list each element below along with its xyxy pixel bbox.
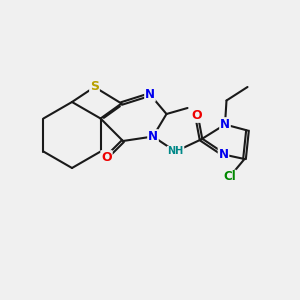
Text: Cl: Cl [223, 170, 236, 184]
Text: N: N [220, 118, 230, 131]
Text: N: N [148, 130, 158, 143]
Text: S: S [90, 80, 99, 94]
Text: NH: NH [167, 146, 184, 157]
Text: O: O [101, 151, 112, 164]
Text: N: N [218, 148, 229, 161]
Text: N: N [145, 88, 155, 101]
Text: O: O [191, 109, 202, 122]
